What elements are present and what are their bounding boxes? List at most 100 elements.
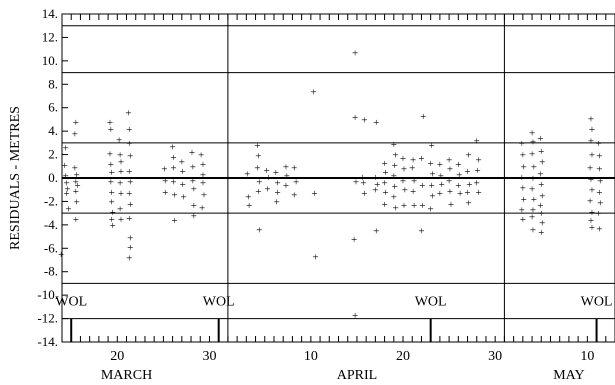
data-point: + [418,226,424,238]
data-point: + [538,208,544,220]
data-point: + [64,184,70,196]
data-point: + [587,162,593,174]
data-point: + [531,161,537,173]
data-point: + [438,171,444,183]
y-axis-label: RESIDUALS - METRES [8,106,23,250]
data-point: + [409,162,415,174]
data-point: + [521,161,527,173]
data-point: + [265,172,271,184]
x-tick-label: 30 [202,349,216,364]
data-point: + [58,249,64,261]
data-point: + [311,86,317,98]
data-point: + [539,157,545,169]
data-point: + [110,220,116,232]
data-point: + [455,159,461,171]
data-point: + [162,175,168,187]
data-point: + [439,179,445,191]
data-point: + [118,214,124,226]
data-point: + [352,48,358,60]
data-point: + [117,178,123,190]
y-tick-label: 2. [48,147,58,162]
data-point: + [392,160,398,172]
data-point: + [63,178,69,190]
data-point: + [588,136,594,148]
data-point: + [446,154,452,166]
data-point: + [200,169,206,181]
data-point: + [537,200,543,212]
data-point: + [538,227,544,239]
data-point: + [274,196,280,208]
data-point: + [456,169,462,181]
data-point: + [170,177,176,189]
data-point: + [393,150,399,162]
data-point: + [520,182,526,194]
y-tick-label: 0. [48,170,58,185]
data-point: + [126,188,132,200]
data-point: + [126,213,132,225]
data-point: + [109,187,115,199]
data-point: + [372,172,378,184]
data-point: + [446,175,452,187]
data-point: + [455,180,461,192]
data-point: + [448,199,454,211]
data-point: + [254,162,260,174]
y-tick-label: -10. [37,287,58,302]
data-point: + [73,177,79,189]
data-point: + [359,172,365,184]
data-point: + [410,186,416,198]
data-point: + [400,175,406,187]
data-point: + [475,165,481,177]
data-point: + [537,133,543,145]
data-point: + [474,178,480,190]
data-point: + [127,177,133,189]
data-point: + [118,166,124,178]
data-point: + [118,188,124,200]
data-point: + [198,150,204,162]
data-point: + [447,186,453,198]
data-point: + [360,178,366,190]
data-point: + [372,185,378,197]
data-point: + [595,208,601,220]
data-point: + [161,164,167,176]
data-point: + [464,187,470,199]
data-point: + [538,146,544,158]
data-point: + [107,117,113,129]
data-point: + [381,178,387,190]
data-point: + [199,202,205,214]
data-point: + [256,177,262,189]
data-point: + [381,158,387,170]
y-tick-label: -2. [44,193,58,208]
data-point: + [283,180,289,192]
data-point: + [169,141,175,153]
data-point: + [373,226,379,238]
data-point: + [475,187,481,199]
data-point: + [361,188,367,200]
data-point: + [474,136,480,148]
data-point: + [352,310,358,322]
data-point: + [351,234,357,246]
data-point: + [391,139,397,151]
data-point: + [189,147,195,159]
data-point: + [529,184,535,196]
station-label: WOL [581,295,613,310]
data-point: + [109,196,115,208]
data-point: + [589,185,595,197]
data-point: + [126,253,132,265]
data-point: + [361,114,367,126]
data-point: + [588,215,594,227]
x-tick-label: 10 [304,349,318,364]
data-point: + [74,196,80,208]
data-point: + [530,173,536,185]
month-label: MARCH [101,368,152,383]
data-point: + [127,151,133,163]
data-point: + [201,189,207,201]
data-point: + [291,189,297,201]
data-point: + [126,124,132,136]
data-point: + [245,192,251,204]
data-point: + [63,143,69,155]
data-point: + [538,179,544,191]
data-point: + [127,199,133,211]
data-point: + [465,150,471,162]
data-point: + [529,127,535,139]
